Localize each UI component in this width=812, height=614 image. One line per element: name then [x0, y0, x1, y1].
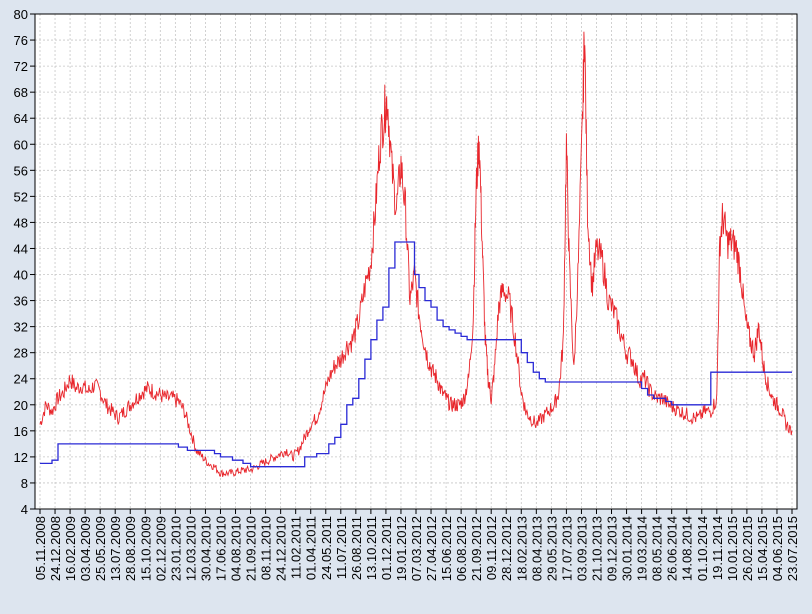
x-tick-label: 24.05.2011: [319, 516, 334, 580]
x-tick-label: 26.08.2011: [349, 516, 364, 580]
x-tick-label: 18.02.2013: [514, 516, 529, 581]
x-tick-label: 09.11.2012: [484, 516, 499, 580]
y-tick-label: 40: [14, 268, 28, 283]
x-tick-label: 19.01.2012: [394, 516, 409, 581]
x-tick-label: 17.06.2010: [213, 516, 228, 581]
x-tick-label: 08.11.2010: [259, 516, 274, 580]
step-series-line: [40, 241, 792, 468]
x-tick-label: 23.07.2015: [785, 516, 800, 581]
x-tick-label: 29.05.2013: [544, 516, 559, 581]
x-tick-label: 12.03.2010: [183, 516, 198, 581]
x-tick-label: 08.04.2013: [529, 516, 544, 581]
x-tick-label: 07.03.2012: [409, 516, 424, 581]
x-tick-label: 21.09.2010: [244, 516, 259, 581]
y-tick-label: 52: [14, 189, 28, 204]
x-tick-label: 15.04.2015: [755, 516, 770, 581]
x-tick-label: 30.04.2010: [198, 516, 213, 581]
x-tick-label: 01.12.2011: [379, 516, 394, 580]
x-tick-label: 16.02.2009: [63, 516, 78, 581]
x-tick-label: 10.01.2015: [725, 516, 740, 581]
x-tick-label: 13.07.2009: [108, 516, 123, 581]
y-tick-label: 76: [14, 33, 28, 48]
plot-frame: [34, 13, 798, 510]
x-tick-label: 11.02.2011: [289, 516, 304, 579]
x-tick-label: 26.06.2014: [665, 516, 680, 581]
x-tick-label: 13.10.2011: [364, 516, 379, 580]
y-tick-label: 12: [14, 450, 28, 465]
x-tick-label: 04.08.2010: [229, 516, 244, 581]
x-tick-label: 09.12.2013: [605, 516, 620, 581]
y-tick-label: 48: [14, 215, 28, 230]
x-tick-label: 02.12.2009: [153, 516, 168, 581]
x-tick-label: 30.01.2014: [620, 516, 635, 581]
x-tick-label: 24.12.2008: [48, 516, 63, 581]
x-tick-label: 25.05.2009: [93, 516, 108, 581]
x-tick-label: 15.06.2012: [439, 516, 454, 581]
x-tick-label: 04.06.2015: [770, 516, 785, 581]
x-tick-label: 19.03.2014: [635, 516, 650, 581]
y-tick-label: 56: [14, 163, 28, 178]
x-tick-label: 11.07.2011: [334, 516, 349, 579]
x-tick-label: 28.12.2012: [499, 516, 514, 581]
x-tick-label: 14.08.2014: [680, 516, 695, 581]
grid-layer: [35, 13, 797, 510]
x-tick-label: 01.10.2014: [695, 516, 710, 581]
daily-series-line: [39, 31, 793, 477]
x-tick-label: 24.12.2010: [274, 516, 289, 581]
y-tick-label: 8: [21, 476, 28, 491]
y-tick-label: 36: [14, 294, 28, 309]
x-tick-label: 03.04.2009: [78, 516, 93, 581]
y-tick-label: 60: [14, 137, 28, 152]
y-tick-label: 64: [14, 111, 28, 126]
series-layer: [39, 31, 793, 477]
y-tick-label: 32: [14, 320, 28, 335]
x-tick-label: 27.04.2012: [424, 516, 439, 581]
x-tick-label: 23.01.2010: [168, 516, 183, 581]
x-tick-label: 19.11.2014: [710, 516, 725, 580]
y-tick-label: 4: [21, 502, 28, 517]
y-tick-label: 20: [14, 398, 28, 413]
x-tick-label: 08.05.2014: [650, 516, 665, 581]
x-tick-label: 03.09.2013: [574, 516, 589, 581]
y-tick-label: 68: [14, 85, 28, 100]
x-tick-label: 17.07.2013: [559, 516, 574, 581]
axis-layer: 4812162024283236404448525660646872768005…: [14, 7, 800, 581]
y-tick-label: 44: [14, 241, 28, 256]
x-tick-label: 28.08.2009: [123, 516, 138, 581]
x-tick-label: 21.10.2013: [589, 516, 604, 581]
y-tick-label: 28: [14, 346, 28, 361]
x-tick-label: 21.09.2012: [469, 516, 484, 581]
y-tick-label: 80: [14, 7, 28, 22]
x-tick-label: 01.04.2011: [304, 516, 319, 580]
x-tick-label: 15.10.2009: [138, 516, 153, 581]
y-tick-label: 72: [14, 59, 28, 74]
x-tick-label: 06.08.2012: [454, 516, 469, 581]
x-tick-label: 26.02.2015: [740, 516, 755, 581]
y-tick-label: 16: [14, 424, 28, 439]
x-tick-label: 05.11.2008: [33, 516, 48, 580]
y-tick-label: 24: [14, 372, 28, 387]
